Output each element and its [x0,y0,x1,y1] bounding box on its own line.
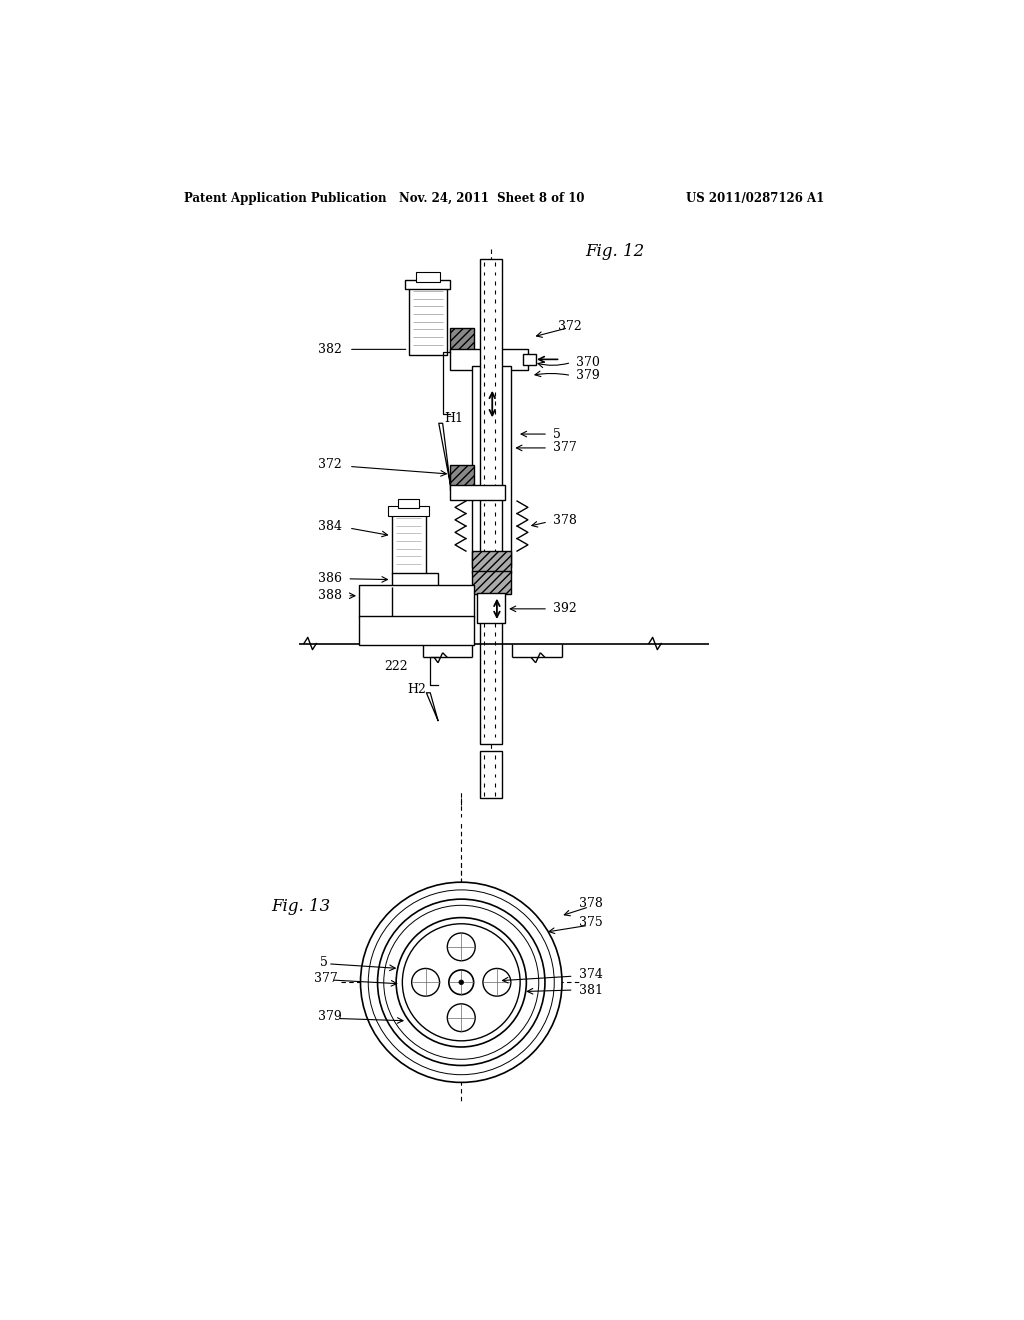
Text: 378: 378 [579,898,603,911]
Circle shape [369,890,554,1074]
Circle shape [402,924,520,1040]
Bar [477,594,505,623]
Text: Nov. 24, 2011  Sheet 8 of 10: Nov. 24, 2011 Sheet 8 of 10 [399,191,585,205]
Text: 379: 379 [317,1010,342,1023]
Bar [359,615,474,645]
Circle shape [447,933,475,961]
Text: 372: 372 [317,458,342,471]
Circle shape [412,969,439,997]
Text: 5: 5 [553,428,560,441]
Text: 388: 388 [317,589,342,602]
Bar [391,512,426,574]
Text: 379: 379 [575,370,600,381]
Circle shape [447,1003,475,1032]
Bar [480,751,502,797]
Bar [451,348,528,370]
Text: US 2011/0287126 A1: US 2011/0287126 A1 [686,191,824,205]
Text: 370: 370 [575,356,600,370]
Bar [359,585,474,618]
Text: 386: 386 [317,573,342,585]
Bar [409,285,447,355]
Text: H2: H2 [407,684,426,696]
Bar [416,272,440,281]
Bar [480,259,502,743]
Bar [388,507,429,516]
Text: Fig. 12: Fig. 12 [586,243,644,260]
Bar [406,280,451,289]
Circle shape [378,899,545,1065]
Text: 5: 5 [321,956,328,969]
Circle shape [384,906,539,1059]
Text: 378: 378 [553,513,577,527]
Bar [391,573,438,586]
Text: 381: 381 [579,983,603,997]
Text: 382: 382 [317,343,342,356]
Bar [397,499,420,508]
Circle shape [396,917,526,1047]
Text: 222: 222 [384,660,408,673]
Bar [472,572,511,594]
Circle shape [360,882,562,1082]
Circle shape [449,970,474,995]
Text: Fig. 13: Fig. 13 [271,898,331,915]
Bar [451,327,474,352]
Circle shape [483,969,511,997]
Text: 377: 377 [314,972,338,985]
Text: 392: 392 [553,602,577,615]
Text: 374: 374 [579,968,603,981]
Text: H1: H1 [444,412,463,425]
Circle shape [459,979,464,985]
Text: Patent Application Publication: Patent Application Publication [183,191,386,205]
Bar [472,367,511,566]
Text: 384: 384 [317,520,342,533]
Text: 375: 375 [579,916,603,929]
Bar [451,465,474,490]
Bar [472,552,511,573]
Bar [523,354,536,364]
Bar [451,484,505,500]
Text: 372: 372 [558,319,582,333]
Text: 377: 377 [553,441,577,454]
